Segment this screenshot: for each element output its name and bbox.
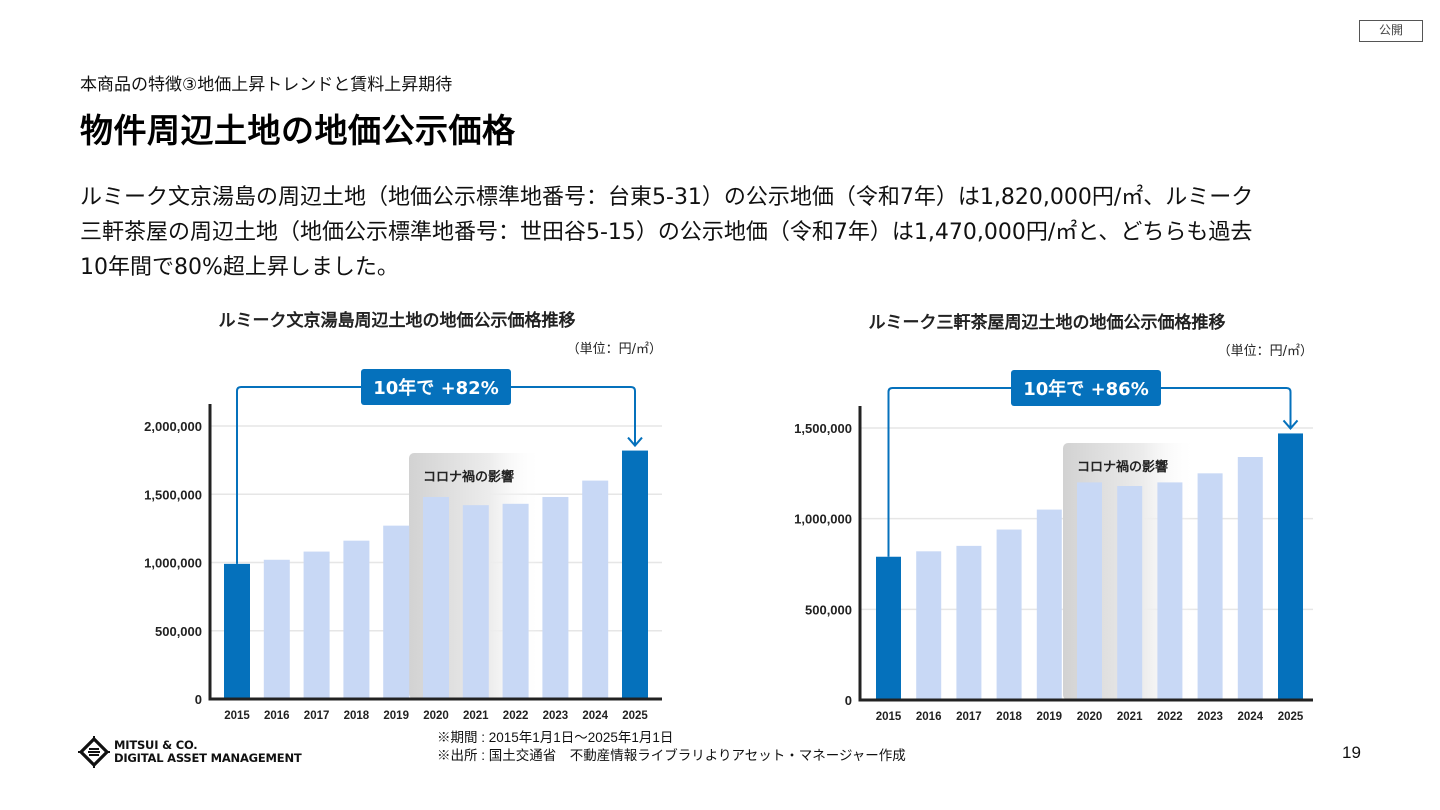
covid-label: コロナ禍の影響 [1077,459,1168,475]
callout-label: 10年で +86% [1023,378,1148,400]
bar-2023 [1197,473,1223,700]
x-tick-label: 2018 [344,710,370,722]
bar-2025 [1278,433,1303,700]
x-tick-label: 2024 [1238,711,1264,723]
bar-2021 [462,505,489,699]
footnote-period: ※期間 : 2015年1月1日～2025年1月1日 [437,730,674,745]
x-tick-label: 2023 [543,710,569,722]
x-tick-label: 2016 [264,710,290,722]
bar-2021 [1117,486,1143,700]
bar-2018 [343,540,370,699]
x-tick-label: 2019 [383,710,409,722]
x-tick-label: 2025 [622,710,648,722]
y-tick-label: 500,000 [155,624,202,639]
bar-2017 [303,551,330,699]
x-tick-label: 2020 [423,710,449,722]
bar-2015 [224,563,250,699]
x-tick-label: 2021 [463,710,489,722]
logo-line2: DIGITAL ASSET MANAGEMENT [114,751,302,765]
bar-2019 [1036,509,1062,700]
bar-2015 [876,556,901,700]
x-tick-label: 2017 [956,711,982,723]
arrow-down-icon [1282,419,1299,430]
page-subtitle: 本商品の特徴③地価上昇トレンドと賃料上昇期待 [80,75,453,95]
x-tick-label: 2018 [996,711,1022,723]
chart-sangenjaya: ルミーク三軒茶屋周辺土地の地価公示価格推移 （単位：円/㎡） 0 500,000 1,0… [794,312,1313,723]
chart-unit-label: （単位：円/㎡） [567,341,662,357]
bar-2022 [502,503,529,699]
y-tick-label: 1,000,000 [144,556,202,571]
bar-2024 [1237,457,1263,700]
x-tick-label: 2017 [304,710,330,722]
company-logo: MITSUI & CO. DIGITAL ASSET MANAGEMENT [78,736,302,768]
logo-line1: MITSUI & CO. [114,738,198,752]
bar-2019 [383,525,410,699]
callout-box [1011,370,1161,406]
body-text: ルミーク文京湯島の周辺土地（地価公示標準地番号：台東5-31）の公示地価（令和7… [80,180,1370,285]
bar-2025 [622,450,648,699]
y-tick-label: 1,500,000 [144,487,202,502]
chart-unit-label: （単位：円/㎡） [1218,343,1313,359]
footnote-source: ※出所 : 国土交通省 不動産情報ライブラリよりアセット・マネージャー作成 [437,748,906,763]
bar-2020 [423,496,449,699]
x-tick-label: 2021 [1117,711,1143,723]
x-tick-label: 2022 [503,710,529,722]
body-line: 10年間で80%超上昇しました。 [80,255,399,280]
y-tick-label: 1,000,000 [794,512,852,527]
x-tick-label: 2019 [1037,711,1063,723]
chart-bunkyo-yushima-svg: ルミーク文京湯島周辺土地の地価公示価格推移 （単位：円/㎡） 0 500,000 1,0… [144,310,662,722]
x-tick-label: 2020 [1077,711,1103,723]
body-line: ルミーク文京湯島の周辺土地（地価公示標準地番号：台東5-31）の公示地価（令和7… [80,185,1254,210]
x-tick-label: 2015 [876,711,902,723]
y-tick-label: 1,500,000 [794,421,852,436]
bar-2024 [582,480,609,699]
x-tick-label: 2025 [1278,711,1304,723]
page-number: 19 [1342,743,1361,762]
chart-bunkyo-yushima: ルミーク文京湯島周辺土地の地価公示価格推移 （単位：円/㎡） 0 500,000 1,0… [0,0,720,730]
x-tick-label: 2015 [224,710,250,722]
callout-label: 10年で +82% [373,377,498,399]
bar-2022 [1157,482,1183,700]
x-tick-label: 2024 [582,710,608,722]
mitsui-diamond-icon [78,736,110,768]
public-badge: 公開 [1359,20,1423,42]
footnotes: ※期間 : 2015年1月1日～2025年1月1日 ※出所 : 国土交通省 不動… [437,729,906,765]
covid-label: コロナ禍の影響 [423,469,514,485]
arrow-down-icon [627,436,643,448]
bar-2017 [956,545,982,700]
chart-sangenjaya-svg: ルミーク三軒茶屋周辺土地の地価公示価格推移 （単位：円/㎡） 0 500,000 1,0… [794,312,1313,723]
body-line: 三軒茶屋の周辺土地（地価公示標準地番号：世田谷5-15）の公示地価（令和7年）は… [80,220,1253,245]
x-tick-label: 2016 [916,711,942,723]
y-tick-label: 0 [195,692,202,707]
x-tick-label: 2022 [1157,711,1183,723]
bar-2016 [916,551,942,700]
x-tick-label: 2023 [1197,711,1223,723]
bar-2018 [996,529,1022,700]
bar-2016 [263,559,290,699]
chart-title: ルミーク文京湯島周辺土地の地価公示価格推移 [219,310,576,331]
callout-box [361,369,511,405]
y-tick-label: 0 [845,693,852,708]
y-tick-label: 500,000 [805,602,852,617]
chart-title: ルミーク三軒茶屋周辺土地の地価公示価格推移 [869,312,1226,333]
bar-2023 [542,496,569,699]
y-tick-label: 2,000,000 [144,419,202,434]
bar-2020 [1077,482,1102,700]
page-title: 物件周辺土地の地価公示価格 [80,111,516,150]
